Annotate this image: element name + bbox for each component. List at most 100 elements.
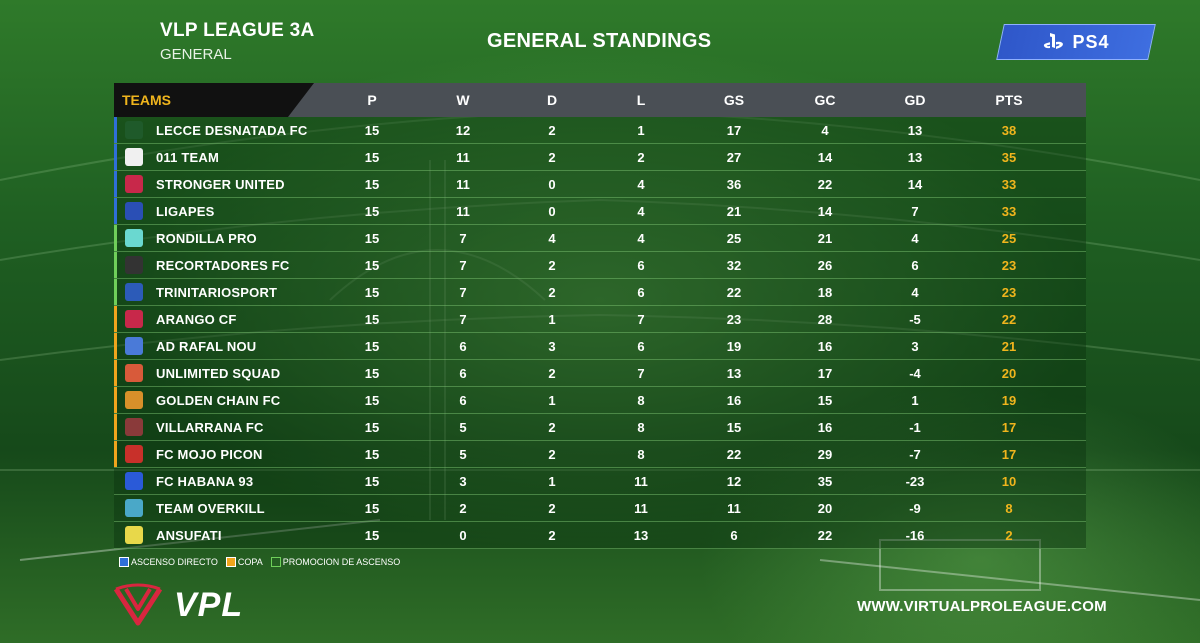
legend-label-cup: COPA — [237, 557, 263, 567]
cell-l: 11 — [634, 474, 648, 489]
cell-l: 8 — [637, 393, 645, 408]
cell-gs: 15 — [726, 420, 742, 435]
team-name: LIGAPES — [156, 204, 215, 219]
cell-pts: 17 — [1001, 447, 1017, 462]
cell-gd: -9 — [909, 501, 921, 516]
cell-l: 4 — [637, 177, 645, 192]
cell-gs: 32 — [726, 258, 742, 273]
cell-pts: 33 — [1001, 177, 1017, 192]
cell-gs: 25 — [726, 231, 742, 246]
team-crest-icon — [125, 283, 143, 301]
cell-d: 2 — [548, 528, 556, 543]
cell-l: 4 — [637, 231, 645, 246]
legend-swatch-green — [270, 557, 281, 567]
cell-p: 15 — [364, 231, 380, 246]
cell-d: 1 — [548, 474, 556, 489]
team-name: FC MOJO PICON — [156, 447, 263, 462]
team-name: FC HABANA 93 — [156, 474, 254, 489]
team-crest-icon — [125, 391, 143, 409]
cell-pts: 25 — [1001, 231, 1017, 246]
cell-l: 13 — [633, 528, 649, 543]
team-name: ANSUFATI — [156, 528, 222, 543]
cell-pts: 8 — [1005, 501, 1013, 516]
legend-item-direct: ASCENSO DIRECTO — [119, 557, 218, 567]
cell-pts: 23 — [1001, 258, 1017, 273]
cell-l: 1 — [637, 123, 645, 138]
qualification-marker — [114, 387, 117, 413]
cell-gd: -5 — [909, 312, 921, 327]
cell-gs: 22 — [726, 285, 742, 300]
qualification-marker — [114, 117, 117, 143]
cell-p: 15 — [364, 123, 380, 138]
cell-p: 15 — [364, 312, 380, 327]
team-name: LECCE DESNATADA FC — [156, 123, 308, 138]
team-crest-icon — [125, 175, 143, 193]
column-header-gd: GD — [904, 92, 926, 108]
cell-w: 7 — [459, 285, 467, 300]
cell-gd: 3 — [911, 339, 919, 354]
column-header-w: W — [456, 92, 470, 108]
cell-gd: -1 — [909, 420, 921, 435]
cell-pts: 21 — [1001, 339, 1017, 354]
team-name: GOLDEN CHAIN FC — [156, 393, 281, 408]
legend-item-playoff: PROMOCION DE ASCENSO — [270, 557, 401, 567]
cell-gs: 16 — [726, 393, 742, 408]
cell-pts: 17 — [1001, 420, 1017, 435]
cell-d: 2 — [548, 447, 556, 462]
cell-gd: -4 — [909, 366, 921, 381]
team-crest-icon — [125, 418, 143, 436]
cell-gs: 13 — [726, 366, 742, 381]
cell-pts: 35 — [1001, 150, 1017, 165]
table-row: FC HABANA 93 15 3 1 11 12 35 -23 10 — [114, 468, 1086, 495]
table-row: STRONGER UNITED 15 11 0 4 36 22 14 33 — [114, 171, 1086, 198]
playstation-icon — [1042, 32, 1066, 52]
legend-label-direct: ASCENSO DIRECTO — [131, 557, 218, 567]
standings-table: TEAMS P W D L GS GC GD PTS LECCE DESNATA… — [114, 83, 1086, 549]
cell-l: 11 — [634, 501, 648, 516]
cell-p: 15 — [364, 204, 380, 219]
cell-gd: -16 — [905, 528, 925, 543]
cell-gs: 21 — [726, 204, 742, 219]
team-crest-icon — [125, 148, 143, 166]
table-row: LIGAPES 15 11 0 4 21 14 7 33 — [114, 198, 1086, 225]
cell-pts: 33 — [1001, 204, 1017, 219]
teams-column-header: TEAMS — [122, 92, 171, 108]
qualification-marker — [114, 333, 117, 359]
cell-pts: 22 — [1001, 312, 1017, 327]
qualification-marker — [114, 252, 117, 278]
team-crest-icon — [125, 229, 143, 247]
legend-label-playoff: PROMOCION DE ASCENSO — [282, 557, 401, 567]
cell-p: 15 — [364, 501, 380, 516]
table-row: RONDILLA PRO 15 7 4 4 25 21 4 25 — [114, 225, 1086, 252]
cell-gc: 22 — [817, 177, 833, 192]
website-link[interactable]: WWW.VIRTUALPROLEAGUE.COM — [857, 598, 1107, 615]
cell-w: 5 — [459, 447, 467, 462]
team-name: TEAM OVERKILL — [156, 501, 265, 516]
qualification-marker — [114, 225, 117, 251]
table-row: LECCE DESNATADA FC 15 12 2 1 17 4 13 38 — [114, 117, 1086, 144]
cell-l: 7 — [637, 312, 645, 327]
cell-gc: 20 — [817, 501, 833, 516]
cell-w: 3 — [459, 474, 467, 489]
team-name: RONDILLA PRO — [156, 231, 257, 246]
table-row: AD RAFAL NOU 15 6 3 6 19 16 3 21 — [114, 333, 1086, 360]
qualification-marker — [114, 144, 117, 170]
table-row: ARANGO CF 15 7 1 7 23 28 -5 22 — [114, 306, 1086, 333]
cell-p: 15 — [364, 285, 380, 300]
cell-p: 15 — [364, 420, 380, 435]
team-crest-icon — [125, 364, 143, 382]
cell-w: 7 — [459, 231, 467, 246]
qualification-marker — [114, 306, 117, 332]
team-name: VILLARRANA FC — [156, 420, 264, 435]
qualification-marker — [114, 522, 117, 548]
table-row: 011 TEAM 15 11 2 2 27 14 13 35 — [114, 144, 1086, 171]
cell-pts: 2 — [1005, 528, 1013, 543]
cell-w: 0 — [459, 528, 467, 543]
table-row: RECORTADORES FC 15 7 2 6 32 26 6 23 — [114, 252, 1086, 279]
column-header-p: P — [367, 92, 377, 108]
cell-gs: 11 — [727, 501, 741, 516]
cell-pts: 10 — [1001, 474, 1017, 489]
cell-gd: 13 — [907, 123, 923, 138]
vpl-emblem-icon — [113, 583, 163, 626]
table-row: UNLIMITED SQUAD 15 6 2 7 13 17 -4 20 — [114, 360, 1086, 387]
